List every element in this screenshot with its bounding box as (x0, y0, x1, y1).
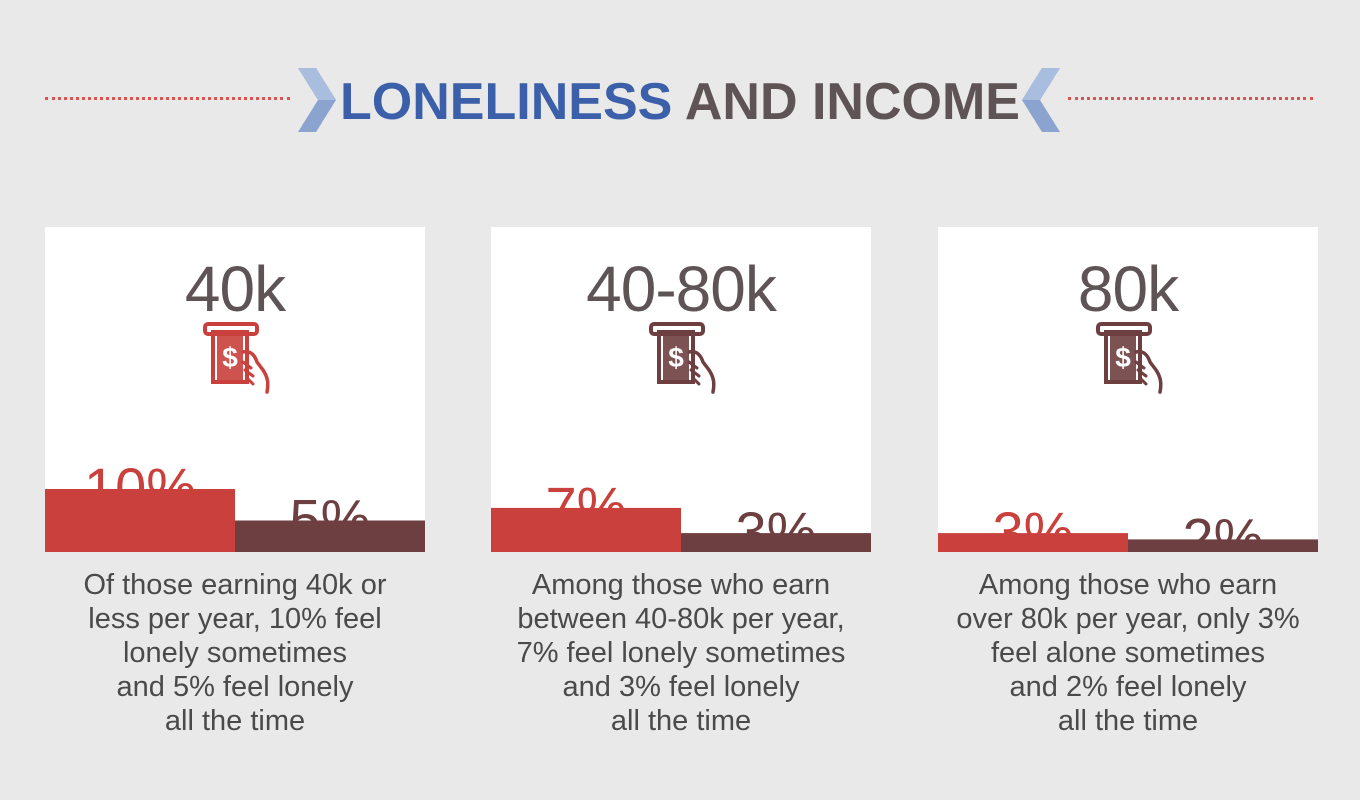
caption-line: over 80k per year, only 3% (956, 603, 1300, 635)
bar-value-label: 3% (993, 500, 1074, 552)
svg-text:$: $ (668, 342, 684, 373)
atm-cash-withdrawal-icon: $ (1096, 322, 1163, 394)
bar-value-label: 7% (546, 475, 627, 538)
bar-lonely-sometimes (45, 489, 235, 552)
panel-heading: 40-80k (586, 253, 777, 325)
bar-chart: 10% 5% (45, 456, 425, 552)
panel-heading: 40k (184, 253, 286, 325)
income-panel-80k: 80k $ 3% 2% (938, 227, 1318, 552)
bar-value-label: 10% (84, 456, 196, 519)
panel-caption: Among those who earn between 40-80k per … (491, 568, 871, 738)
caption-line: Among those who earn (531, 569, 831, 601)
caption-line: and 5% feel lonely (116, 671, 354, 703)
bar-lonely-sometimes (491, 507, 681, 552)
atm-cash-withdrawal-icon: $ (203, 322, 270, 394)
bar-value-label: 3% (736, 500, 817, 552)
bar-value-label: 5% (290, 488, 371, 551)
caption-line: less per year, 10% feel (88, 603, 382, 635)
svg-text:$: $ (1115, 342, 1131, 373)
bar-chart: 3% 2% (938, 500, 1318, 552)
page-title: LONELINESS AND INCOME (330, 72, 1030, 132)
bar-lonely-all-the-time (1128, 539, 1318, 552)
caption-line: Of those earning 40k or (83, 569, 387, 601)
caption-line: all the time (610, 705, 752, 737)
caption-line: and 2% feel lonely (1009, 671, 1247, 703)
atm-cash-withdrawal-icon: $ (649, 322, 716, 394)
panel-heading: 80k (1077, 253, 1179, 325)
caption-line: all the time (164, 705, 306, 737)
caption-line: Among those who earn (978, 569, 1278, 601)
caption-line: lonely sometimes (122, 637, 348, 669)
title-banner: LONELINESS AND INCOME (0, 0, 1360, 200)
caption-line: between 40-80k per year, (517, 603, 845, 635)
bar-value-label: 2% (1183, 506, 1264, 552)
income-panel-40k: 40k $ 10% 5% (45, 227, 425, 552)
panel-caption: Among those who earn over 80k per year, … (938, 568, 1318, 738)
title-part-2: AND INCOME (684, 73, 1020, 131)
title-part-1: LONELINESS (340, 73, 673, 131)
bar-lonely-all-the-time (681, 533, 871, 552)
bar-lonely-sometimes (938, 533, 1128, 552)
caption-line: all the time (1057, 705, 1199, 737)
chevron-right-icon (298, 68, 336, 132)
panel-caption: Of those earning 40k or less per year, 1… (45, 568, 425, 738)
svg-text:$: $ (222, 342, 238, 373)
caption-line: feel alone sometimes (990, 637, 1266, 669)
dotted-line-left (45, 97, 290, 100)
chevron-left-icon (1022, 68, 1060, 132)
caption-line: and 3% feel lonely (562, 671, 800, 703)
bar-lonely-all-the-time (235, 520, 425, 552)
caption-line: 7% feel lonely sometimes (516, 637, 846, 669)
income-panel-40-80k: 40-80k $ 7% 3% (491, 227, 871, 552)
bar-chart: 7% 3% (491, 475, 871, 552)
dotted-line-right (1068, 97, 1313, 100)
